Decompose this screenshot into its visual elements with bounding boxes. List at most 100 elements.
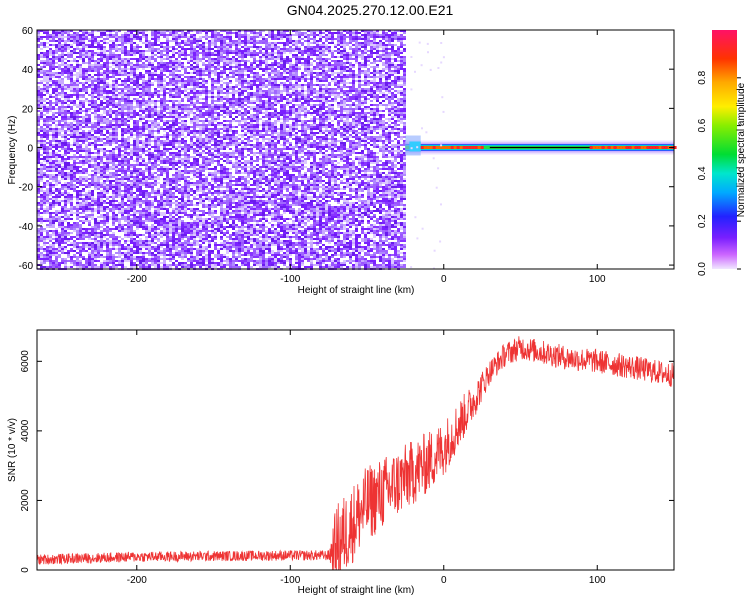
spectrogram-cell [136,186,139,188]
spectrogram-cell [61,200,64,202]
spectrogram-cell [175,246,178,248]
spectrogram-cell [172,242,175,244]
spectrogram-cell [139,182,142,184]
spectrogram-cell [118,160,121,162]
spectrogram-cell [37,106,40,108]
spectrogram-cell [37,212,40,214]
spectrogram-cell [121,238,124,240]
spectrogram-cell [142,174,145,176]
spectrogram-cell [169,260,172,262]
spectrogram-cell [100,240,103,242]
spectrogram-cell [136,34,139,36]
spectrogram-cell [91,160,94,162]
spectrogram-cell [193,256,196,258]
spectrogram-cell [121,74,124,76]
spectrogram-cell [193,108,196,110]
spectrogram-cell [160,254,163,256]
spectrogram-cell [121,88,124,90]
spectrogram-cell [70,202,73,204]
spectrogram-cell [61,224,64,226]
spectrogram-cell [76,36,79,38]
spectrogram-cell [88,148,91,150]
spectrogram-cell [112,128,115,130]
spectrogram-cell [91,76,94,78]
spectrogram-cell [151,128,154,130]
spectrogram-cell [76,256,79,258]
spectrogram-cell [112,84,115,86]
spectrogram-cell [64,262,67,264]
spectrogram-cell [178,114,181,116]
spectrogram-cell [91,90,94,92]
spectrogram-cell [103,126,106,128]
spectrogram-cell [157,76,160,78]
spectrogram-cell [142,190,145,192]
spectrogram-cell [67,32,70,34]
spectrogram-cell [49,166,52,168]
spectrogram-cell [82,246,85,248]
spectrogram-cell [139,104,142,106]
spectrogram-cell [184,170,187,172]
spectrogram-cell [109,124,112,126]
spectrogram-cell [118,70,121,72]
spectrogram-cell [73,156,76,158]
spectrogram-cell [118,36,121,38]
spectrogram-cell [160,214,163,216]
spectrogram-cell [115,112,118,114]
spectrogram-cell [157,146,160,148]
spectrogram-cell [178,44,181,46]
spectrogram-cell [145,36,148,38]
spectrogram-cell [154,60,157,62]
spectrogram-cell [196,54,199,56]
spectrogram-cell [58,86,61,88]
spectrogram-cell [118,100,121,102]
spectrogram-cell [178,162,181,164]
spectrogram-cell [55,124,58,126]
spectrogram-cell [160,198,163,200]
spectrogram-cell [193,88,196,90]
spectrogram-cell [97,62,100,64]
spectrogram-cell [145,150,148,152]
spectrogram-cell [64,46,67,48]
spectrogram-cell [58,128,61,130]
spectrogram-cell [55,116,58,118]
spectrogram-cell [163,266,166,268]
spectrogram-cell [178,38,181,40]
spectrogram-cell [190,58,193,60]
spectrogram-cell [187,264,190,266]
spectrogram-cell [193,90,196,92]
spectrogram-cell [61,36,64,38]
spectrogram-cell [139,110,142,112]
spectrogram-cell [43,86,46,88]
spectrogram-cell [190,36,193,38]
spectrogram-cell [94,102,97,104]
spectrogram-cell [133,164,136,166]
spectrogram-cell [49,120,52,122]
spectrogram-cell [175,230,178,232]
spectrogram-cell [172,162,175,164]
spectrogram-cell [73,88,76,90]
spectrogram-cell [145,70,148,72]
spectrogram-cell [79,256,82,258]
spectrogram-cell [139,74,142,76]
spectrogram-cell [46,236,49,238]
spectrogram-cell [145,42,148,44]
spectrogram-cell [94,182,97,184]
spectrogram-cell [100,134,103,136]
spectrogram-cell [169,224,172,226]
spectrogram-cell [79,224,82,226]
spectrogram-cell [121,96,124,98]
spectrogram-cell [100,128,103,130]
spectrogram-cell [40,212,43,214]
spectrogram-cell [100,196,103,198]
spectrogram-cell [139,58,142,60]
spectrogram-cell [163,30,166,32]
spectrogram-cell [193,78,196,80]
spectrogram-cell [190,98,193,100]
spectrogram-cell [196,114,199,116]
spectrogram-cell [151,228,154,230]
spectrogram-cell [115,80,118,82]
spectrogram-cell [100,214,103,216]
spectrogram-cell [148,154,151,156]
spectrogram-cell [112,166,115,168]
spectrogram-cell [172,64,175,66]
